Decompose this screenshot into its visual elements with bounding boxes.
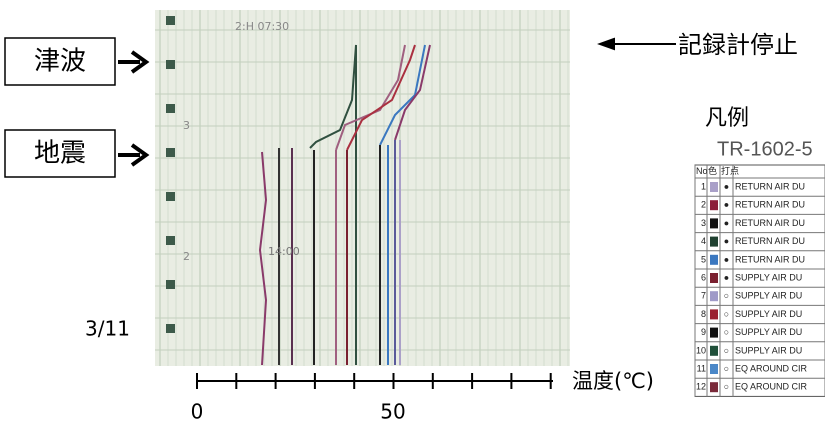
traces — [258, 44, 431, 366]
row-no: 10 — [696, 345, 706, 355]
trace — [309, 44, 357, 365]
row-name: RETURN AIR DU — [735, 218, 805, 228]
color-swatch — [710, 382, 718, 393]
row-no: 3 — [701, 218, 706, 228]
color-swatch — [710, 309, 718, 320]
recorder-paper — [155, 10, 570, 366]
earthquake-label: 地震 — [34, 139, 86, 169]
trace — [346, 44, 416, 151]
tick-label: 50 — [380, 400, 405, 424]
row-name: RETURN AIR DU — [735, 181, 805, 191]
sprocket-hole — [166, 324, 175, 333]
row-name: EQ AROUND CIR — [735, 382, 808, 392]
row-symbol: ○ — [724, 327, 729, 337]
header-mark: 2:H 07:30 — [235, 20, 289, 33]
row-name: EQ AROUND CIR — [735, 363, 808, 373]
row-no: 7 — [701, 291, 706, 301]
row-name: RETURN AIR DU — [735, 200, 805, 210]
row-no: 8 — [701, 309, 706, 319]
color-swatch — [710, 291, 718, 302]
row-name: SUPPLY AIR DU — [735, 272, 802, 282]
arrow — [597, 37, 676, 51]
color-swatch — [710, 236, 718, 247]
color-swatch — [710, 200, 718, 211]
row-name: SUPPLY AIR DU — [735, 309, 802, 319]
time-mark: 14:00 — [268, 245, 300, 258]
arrow — [118, 143, 150, 167]
sprocket-hole — [166, 192, 175, 201]
color-swatch — [710, 218, 718, 229]
row-no: 6 — [701, 272, 706, 282]
legend-title: 凡例 — [705, 106, 749, 131]
color-swatch — [710, 327, 718, 338]
row-no: 1 — [701, 181, 706, 191]
sprocket-hole — [166, 60, 175, 69]
row-symbol: ● — [724, 218, 729, 228]
row-no: 11 — [697, 363, 706, 373]
row-symbol: ● — [724, 254, 729, 264]
stop-label: 記録計停止 — [678, 31, 798, 59]
tick-label: 0 — [191, 400, 204, 424]
row-symbol: ○ — [724, 363, 729, 373]
label-box — [4, 129, 116, 178]
temperature-axis — [196, 373, 553, 389]
sprocket-hole — [166, 280, 175, 289]
row-symbol: ● — [724, 200, 729, 210]
sprocket-hole — [166, 236, 175, 245]
row-no: 9 — [701, 327, 706, 337]
sprocket-hole — [166, 148, 175, 157]
recorder-id: TR-1602-5 — [717, 138, 813, 160]
row-symbol: ○ — [724, 291, 729, 301]
date-label: 3/11 — [85, 317, 130, 341]
row-no: 4 — [701, 236, 706, 246]
row-symbol: ● — [724, 272, 729, 282]
color-swatch — [710, 345, 718, 356]
legend-table: No 色打点 1 ● RETURN AIR DU 2 ● RETURN AIR DU 3 ● RET… — [694, 164, 825, 397]
row-mark: 2 — [183, 250, 190, 263]
trace — [379, 44, 426, 146]
row-name: SUPPLY AIR DU — [735, 327, 802, 337]
table-header: 打点 — [721, 165, 739, 176]
color-swatch — [710, 254, 718, 265]
color-swatch — [710, 182, 718, 192]
label-box — [4, 37, 116, 86]
axis-label: 温度(℃) — [572, 369, 654, 393]
row-no: 12 — [696, 382, 706, 392]
table-header: No — [696, 166, 708, 176]
row-symbol: ○ — [724, 309, 729, 319]
sprocket-hole — [166, 104, 175, 113]
row-no: 2 — [701, 200, 706, 210]
trace — [394, 44, 431, 141]
table-header: 色 — [708, 165, 717, 176]
row-symbol: ○ — [724, 382, 729, 392]
color-swatch — [710, 364, 718, 374]
row-name: SUPPLY AIR DU — [735, 345, 802, 355]
color-swatch — [710, 273, 718, 283]
row-name: RETURN AIR DU — [735, 254, 805, 264]
tsunami-label: 津波 — [34, 47, 86, 77]
paper-bg — [155, 10, 570, 366]
arrow — [118, 50, 150, 74]
row-mark: 3 — [183, 119, 190, 132]
row-symbol: ● — [724, 236, 729, 246]
trace — [335, 44, 406, 151]
trace — [258, 151, 268, 366]
sprocket-hole — [166, 16, 175, 25]
row-name: RETURN AIR DU — [735, 236, 805, 246]
row-symbol: ○ — [724, 345, 729, 355]
row-symbol: ● — [724, 181, 729, 191]
row-no: 5 — [701, 254, 706, 264]
row-name: SUPPLY AIR DU — [735, 291, 802, 301]
